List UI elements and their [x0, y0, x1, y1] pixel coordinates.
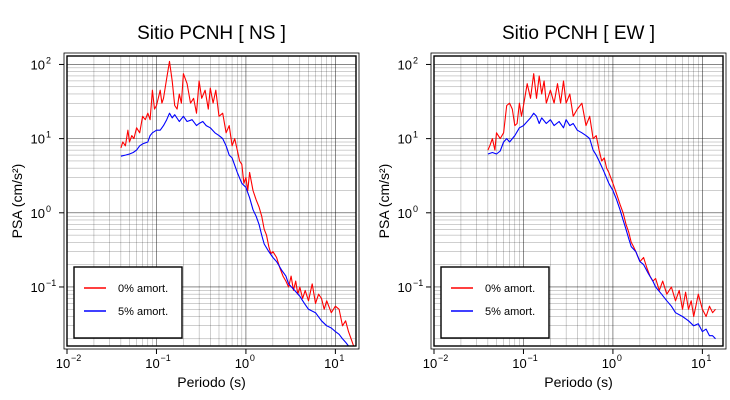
series-line-damping-5 [487, 112, 716, 340]
y-tick-exponent: 2 [46, 55, 51, 65]
legend-label: 5% amort. [485, 306, 535, 318]
chart-title: Sitio PCNH [ EW ] [502, 23, 655, 44]
chart-title: Sitio PCNH [ NS ] [137, 23, 286, 44]
y-axis-label: PSA (cm/s²) [376, 164, 392, 239]
x-tick-label: 10 [423, 356, 437, 371]
x-tick-exponent: −1 [160, 353, 170, 363]
x-tick-exponent: −2 [71, 353, 81, 363]
plot-frame-outer [63, 52, 360, 350]
y-tick-exponent: 0 [46, 204, 51, 214]
plot-frame [433, 55, 724, 347]
y-tick-label: 10 [398, 57, 412, 72]
y-tick-exponent: 0 [413, 204, 418, 214]
x-tick-exponent: 1 [339, 353, 344, 363]
y-tick-label: 10 [31, 206, 45, 221]
x-tick-exponent: −1 [527, 353, 537, 363]
plot-frame-outer [430, 52, 727, 350]
series-line-damping-5 [120, 112, 354, 347]
y-tick-exponent: 1 [413, 130, 418, 140]
x-tick-exponent: 1 [706, 353, 711, 363]
x-tick-label: 10 [324, 356, 338, 371]
x-tick-exponent: 0 [617, 353, 622, 363]
y-tick-label: 10 [31, 280, 45, 295]
y-tick-label: 10 [398, 132, 412, 147]
y-tick-label: 10 [398, 280, 412, 295]
legend-label: 0% amort. [485, 283, 535, 295]
y-axis-label: PSA (cm/s²) [9, 164, 25, 239]
series-line-damping-0 [120, 60, 355, 347]
y-tick-label: 10 [31, 57, 45, 72]
plot-frame [66, 55, 357, 347]
x-tick-label: 10 [56, 356, 70, 371]
y-tick-label: 10 [31, 132, 45, 147]
x-tick-label: 10 [145, 356, 159, 371]
x-axis-label: Periodo (s) [544, 374, 612, 390]
x-tick-label: 10 [512, 356, 526, 371]
y-tick-exponent: −1 [46, 278, 56, 288]
legend-box [440, 266, 550, 339]
x-tick-exponent: 0 [250, 353, 255, 363]
legend-box [73, 266, 183, 339]
legend-label: 0% amort. [118, 283, 168, 295]
x-tick-label: 10 [602, 356, 616, 371]
x-axis-label: Periodo (s) [177, 374, 245, 390]
x-tick-exponent: −2 [438, 353, 448, 363]
y-tick-exponent: −1 [413, 278, 423, 288]
legend-label: 5% amort. [118, 306, 168, 318]
y-tick-exponent: 1 [46, 130, 51, 140]
series-line-damping-0 [487, 73, 716, 318]
x-tick-label: 10 [691, 356, 705, 371]
y-tick-exponent: 2 [413, 55, 418, 65]
y-tick-label: 10 [398, 206, 412, 221]
x-tick-label: 10 [235, 356, 249, 371]
